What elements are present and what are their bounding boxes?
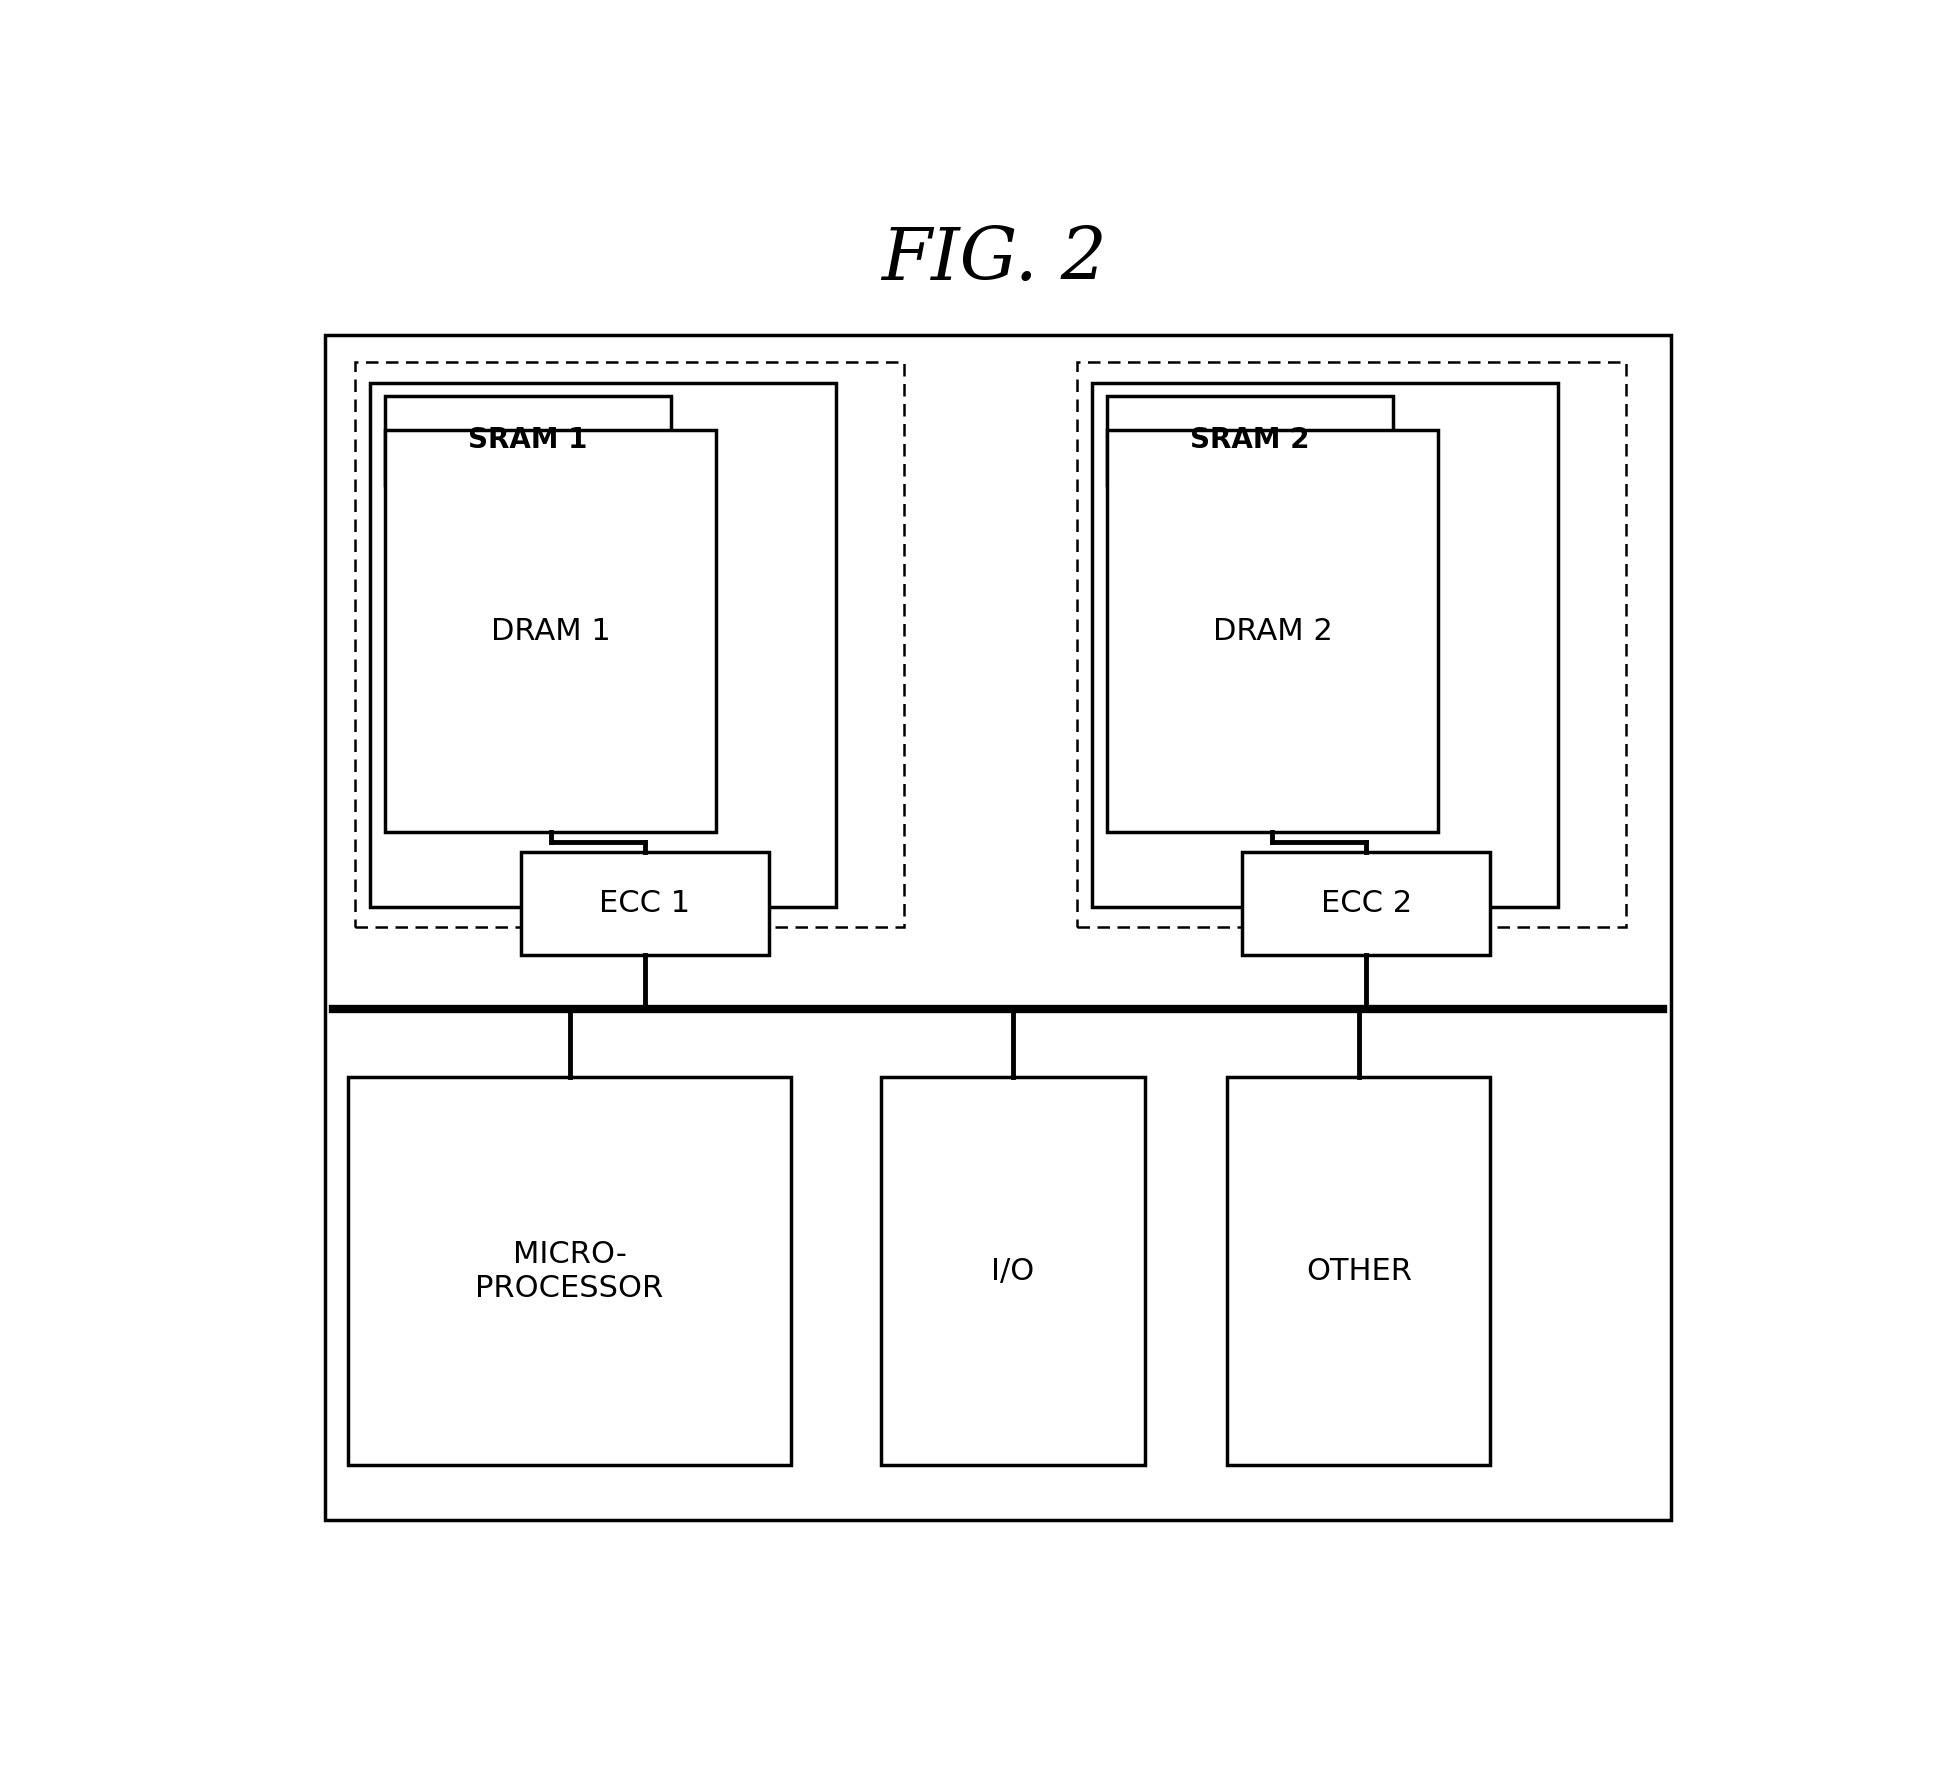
- Bar: [386, 396, 671, 485]
- Bar: [386, 430, 715, 831]
- Bar: [347, 1077, 791, 1465]
- Bar: [355, 363, 904, 927]
- Bar: [326, 334, 1669, 1520]
- Text: FIG. 2: FIG. 2: [880, 225, 1107, 295]
- Bar: [1092, 382, 1557, 907]
- Bar: [880, 1077, 1144, 1465]
- Bar: [520, 853, 768, 955]
- Text: OTHER: OTHER: [1305, 1256, 1412, 1286]
- Text: DRAM 2: DRAM 2: [1212, 617, 1332, 646]
- Text: MICRO-
PROCESSOR: MICRO- PROCESSOR: [475, 1240, 663, 1302]
- Bar: [1076, 363, 1625, 927]
- Bar: [1227, 1077, 1489, 1465]
- Bar: [1107, 396, 1392, 485]
- Text: ECC 2: ECC 2: [1320, 890, 1412, 918]
- Text: ECC 1: ECC 1: [599, 890, 690, 918]
- Text: DRAM 1: DRAM 1: [491, 617, 611, 646]
- Text: SRAM 1: SRAM 1: [467, 426, 588, 455]
- Bar: [1107, 430, 1437, 831]
- Text: I/O: I/O: [991, 1256, 1033, 1286]
- Bar: [370, 382, 836, 907]
- Text: SRAM 2: SRAM 2: [1189, 426, 1309, 455]
- Bar: [1241, 853, 1489, 955]
